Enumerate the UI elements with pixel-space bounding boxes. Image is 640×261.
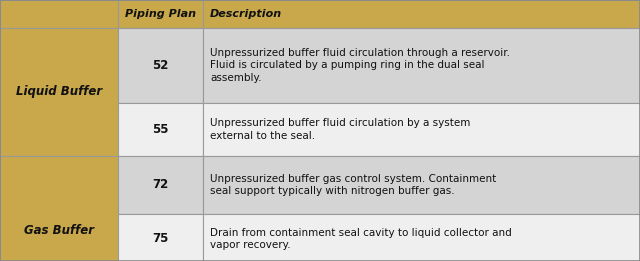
Bar <box>118 156 203 214</box>
Text: Unpressurized buffer fluid circulation by a system
external to the seal.: Unpressurized buffer fluid circulation b… <box>210 118 470 141</box>
Bar <box>203 156 640 214</box>
Text: Unpressurized buffer gas control system. Containment
seal support typically with: Unpressurized buffer gas control system.… <box>210 174 496 196</box>
Bar <box>0 0 118 28</box>
Text: 72: 72 <box>152 179 168 192</box>
Text: Drain from containment seal cavity to liquid collector and
vapor recovery.: Drain from containment seal cavity to li… <box>210 228 512 250</box>
Bar <box>118 0 203 28</box>
Bar <box>203 103 640 156</box>
Bar <box>118 214 203 261</box>
Bar <box>0 156 118 261</box>
Text: Description: Description <box>210 9 282 19</box>
Text: Unpressurized buffer fluid circulation through a reservoir.
Fluid is circulated : Unpressurized buffer fluid circulation t… <box>210 48 510 83</box>
Bar <box>118 103 203 156</box>
Text: Gas Buffer: Gas Buffer <box>24 224 94 238</box>
Bar <box>203 28 640 103</box>
Bar <box>203 214 640 261</box>
Text: 75: 75 <box>152 233 169 246</box>
Bar <box>203 0 640 28</box>
Text: 52: 52 <box>152 59 169 72</box>
Text: 55: 55 <box>152 123 169 136</box>
Bar <box>118 28 203 103</box>
Text: Liquid Buffer: Liquid Buffer <box>16 86 102 98</box>
Bar <box>0 28 118 156</box>
Text: Piping Plan: Piping Plan <box>125 9 196 19</box>
